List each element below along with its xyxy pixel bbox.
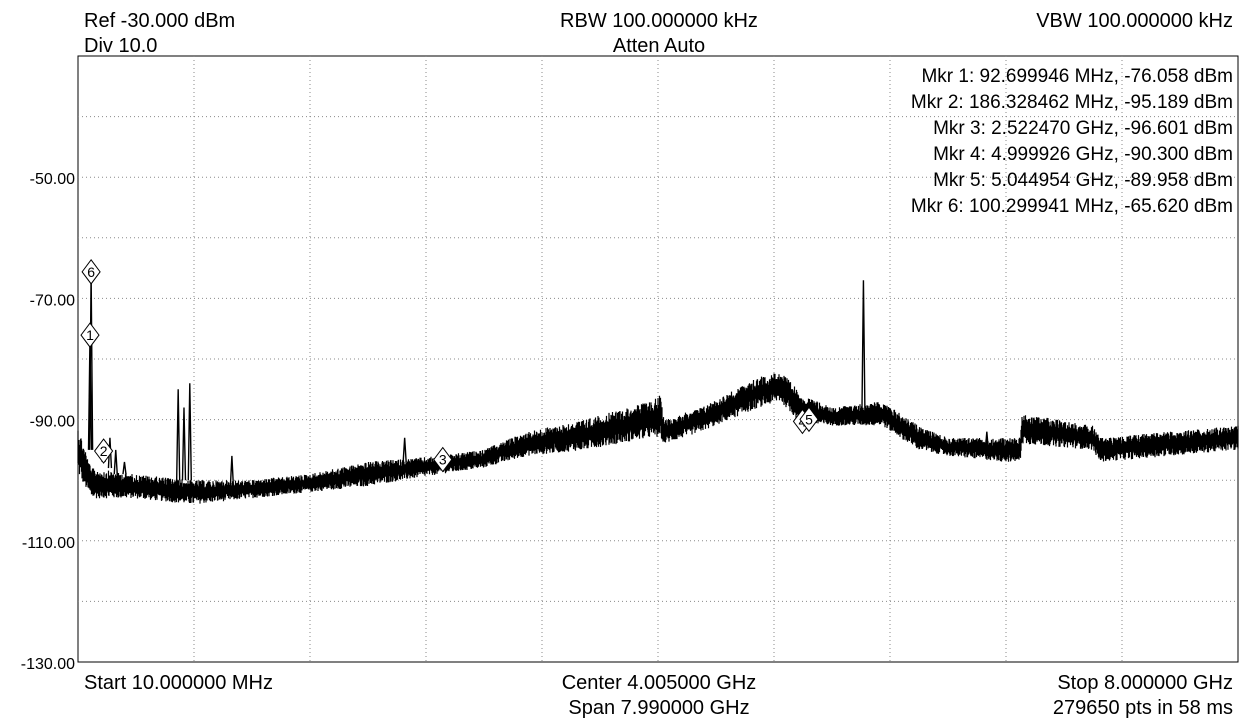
marker-6: 6 — [81, 259, 101, 285]
marker-readout-1: Mkr 1: 92.699946 MHz, -76.058 dBm — [921, 66, 1233, 87]
marker-number: 2 — [100, 443, 108, 459]
marker-readout-3: Mkr 3: 2.522470 GHz, -96.601 dBm — [933, 118, 1233, 139]
marker-symbols: 123456 — [80, 259, 819, 473]
rbw-label: RBW 100.000000 kHz — [560, 10, 758, 32]
spur-peak — [187, 383, 192, 481]
ref-level-label: Ref -30.000 dBm — [84, 10, 236, 32]
marker-number: 1 — [86, 327, 94, 343]
vbw-label: VBW 100.000000 kHz — [1036, 10, 1233, 32]
marker-readout-2: Mkr 2: 186.328462 MHz, -95.189 dBm — [911, 92, 1233, 113]
plot-grid — [78, 56, 1238, 662]
marker-number: 5 — [805, 411, 813, 427]
spur-peak — [107, 437, 113, 469]
marker-1: 1 — [80, 322, 100, 348]
y-tick-label: -70.00 — [30, 292, 75, 309]
marker-number: 3 — [439, 452, 447, 468]
spur-peak — [861, 280, 866, 414]
marker-diamond — [433, 446, 453, 473]
y-tick-label: -50.00 — [30, 171, 75, 188]
spur-peak — [229, 455, 235, 487]
atten-label: Atten Auto — [612, 35, 706, 57]
div-label: Div 10.0 — [84, 35, 158, 57]
start-frequency-label: Start 10.000000 MHz — [84, 672, 273, 694]
span-label: Span 7.990000 GHz — [568, 697, 750, 719]
spur-peak — [402, 437, 407, 463]
points-sweep-label: 279650 pts in 58 ms — [1052, 697, 1233, 719]
marker-diamond — [799, 406, 819, 433]
y-tick-label: -90.00 — [30, 414, 75, 431]
marker-readout-5: Mkr 5: 5.044954 GHz, -89.958 dBm — [933, 170, 1233, 191]
stop-frequency-label: Stop 8.000000 GHz — [1057, 672, 1233, 694]
marker-readout-4: Mkr 4: 4.999926 GHz, -90.300 dBm — [933, 144, 1233, 165]
marker-2: 2 — [93, 438, 114, 464]
trace-band — [77, 373, 1239, 504]
marker-5: 5 — [799, 406, 819, 433]
spur-peak — [175, 389, 181, 481]
y-tick-label: -130.00 — [21, 656, 75, 673]
center-frequency-label: Center 4.005000 GHz — [561, 672, 757, 694]
y-tick-label: -110.00 — [22, 535, 75, 552]
spur-peak — [122, 461, 127, 475]
marker-readout-6: Mkr 6: 100.299941 MHz, -65.620 dBm — [911, 196, 1233, 217]
spur-peak — [113, 449, 118, 475]
spur-peak — [181, 407, 187, 481]
marker-number: 6 — [87, 264, 95, 280]
marker-diamond — [93, 438, 114, 464]
spur-peak — [984, 431, 990, 450]
y-tick-labels: -50.00 -70.00 -90.00 -110.00 -130.00 — [21, 171, 75, 673]
marker-diamond — [80, 322, 100, 348]
marker-readouts: Mkr 1: 92.699946 MHz, -76.058 dBm Mkr 2: … — [911, 66, 1233, 217]
marker-diamond — [81, 259, 101, 285]
marker-3: 3 — [433, 446, 453, 473]
